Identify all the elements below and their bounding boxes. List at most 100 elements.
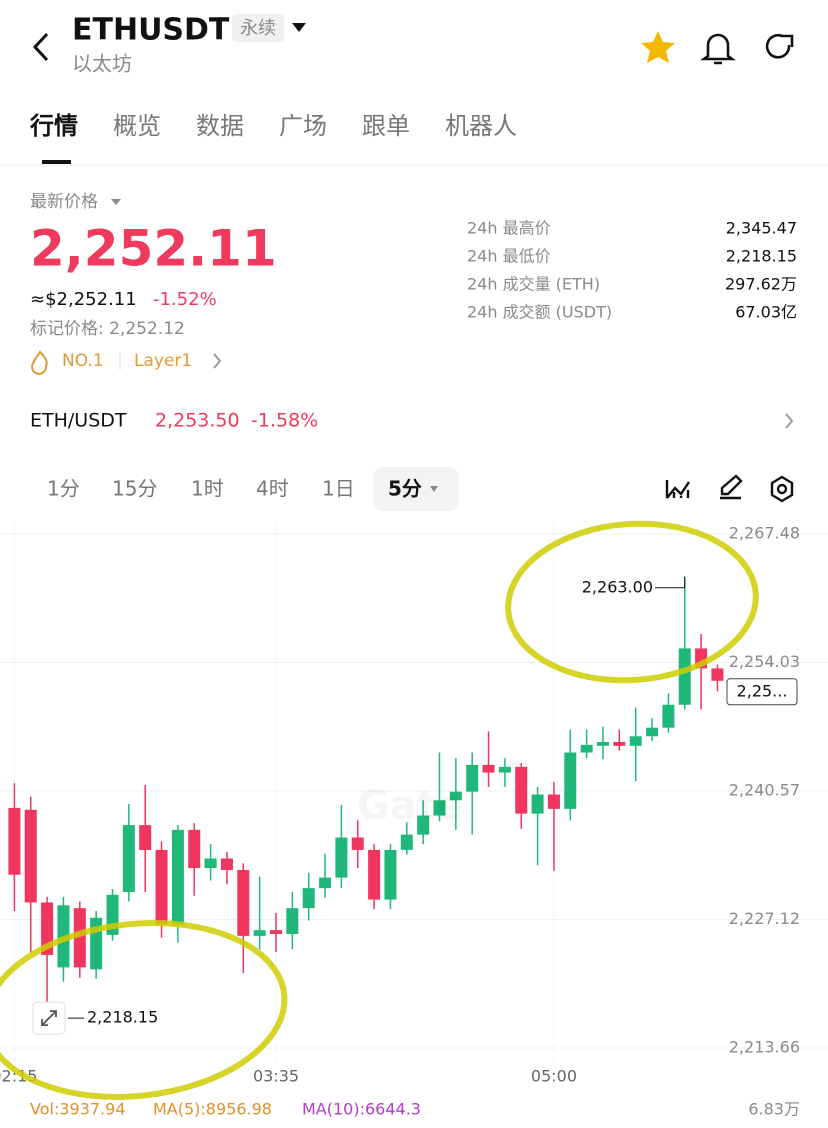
spot-pair[interactable]: ETH/USDT [30,410,127,432]
back-button[interactable] [32,32,49,62]
settings-button[interactable] [770,475,794,503]
stat-value: 297.62万 [725,275,797,294]
interval-bar: 1分 15分 1时 4时 1日 5分 [47,477,422,501]
tab[interactable]: 广场 [279,112,327,140]
ma10-label: MA(10):6644.3 [302,1100,421,1119]
badge: 永续 [240,18,276,39]
candle-body [547,794,560,809]
tab[interactable]: 概览 [113,112,161,140]
chevron[interactable] [785,413,794,429]
interval[interactable]: 1时 [191,477,224,501]
candle-body [417,815,430,835]
candle-body [188,829,201,869]
usd-price: ≈$2,252.11 [30,289,137,310]
y-tick-label: 2,267.48 [729,524,800,543]
stat-label: 24h 最高价 [467,219,551,238]
price-label: 最新价格 [30,192,98,212]
stat-label: 24h 最低价 [467,247,551,266]
interval-selected-bg [373,467,459,511]
interval[interactable]: 5分 [388,477,422,501]
candle-body [646,727,659,737]
y-tick-label: 2,227.12 [729,909,800,928]
tab[interactable]: 机器人 [445,112,517,140]
favorite-star[interactable] [641,31,675,63]
interval[interactable]: 1日 [322,477,355,501]
watermark: Gate [357,783,463,829]
candle-body [253,930,266,936]
candle-body [122,825,135,892]
candle-body [466,764,479,792]
candle-body [335,837,348,878]
stat-value: 2,345.47 [726,219,797,238]
last-price-box [726,678,798,706]
vol-label: Vol:3937.94 [30,1100,126,1119]
candle-body [24,809,37,903]
highlight-ellipse [0,920,288,1100]
candle-body [662,704,675,728]
y-tick-label: 2,213.66 [729,1038,800,1057]
tag[interactable]: Layer1 [134,351,192,371]
candle-body [482,764,495,773]
interval[interactable]: 4时 [256,477,289,501]
candle-body [319,877,332,889]
highlight-ellipse [505,520,759,684]
settings-button-center [776,483,788,495]
last-price-label: 2,25... [737,681,788,700]
tag[interactable]: NO.1 [62,351,104,371]
chevron[interactable] [213,353,222,369]
vol-max: 6.83万 [748,1100,800,1119]
flame-icon [31,350,48,375]
high-label: 2,263.00 [582,577,653,596]
share-button[interactable] [765,34,794,59]
symbol: ETHUSDT [72,13,230,48]
candle-body [237,869,250,936]
candle-body [73,908,86,968]
tab[interactable]: 数据 [196,112,244,140]
spot-change: -1.58% [251,410,318,432]
tab[interactable]: 跟单 [362,112,410,140]
candle-body [515,766,528,814]
candle-body [498,766,511,773]
x-tick-label: 05:00 [531,1067,577,1086]
candle-body [171,829,184,925]
candle-body [564,752,577,809]
subtitle: 以太坊 [72,52,132,76]
last-price: 2,252.11 [30,220,277,278]
candle-body [711,668,724,681]
candle-body [270,930,282,934]
expand-icon [41,1010,57,1027]
candle-body [286,908,299,934]
interval[interactable]: 15分 [112,477,157,501]
tab[interactable]: 行情 [29,112,78,140]
stat-label: 24h 成交额 (USDT) [467,303,612,322]
candle-body [580,744,593,753]
candle-body [220,858,233,870]
stat-value: 67.03亿 [735,303,797,322]
price-change: -1.52% [153,289,217,310]
interval-arrow[interactable] [430,486,438,492]
candle-body [302,888,315,909]
mark-price: 标记价格: 2,252.12 [30,319,185,339]
y-tick-label: 2,240.57 [729,781,800,800]
dropdown-arrow[interactable] [292,23,306,32]
candle-body [8,807,21,875]
candle-body [531,794,544,814]
badge-bg [232,14,284,42]
draw-button[interactable] [720,474,743,500]
x-tick-label: 03:35 [253,1067,299,1086]
stat-value: 2,218.15 [726,247,797,266]
price-label-arrow[interactable] [111,199,121,205]
candle-body [384,849,397,900]
candle-body [139,825,152,850]
candle-body [155,849,168,925]
alert-bell[interactable] [700,33,736,65]
candle-body [351,837,364,850]
candle-body [400,834,413,850]
indicator-button[interactable] [665,480,690,499]
candle-body [449,791,462,801]
interval[interactable]: 1分 [47,477,80,501]
stat-label: 24h 成交量 (ETH) [467,275,600,294]
candle-body [368,849,381,900]
